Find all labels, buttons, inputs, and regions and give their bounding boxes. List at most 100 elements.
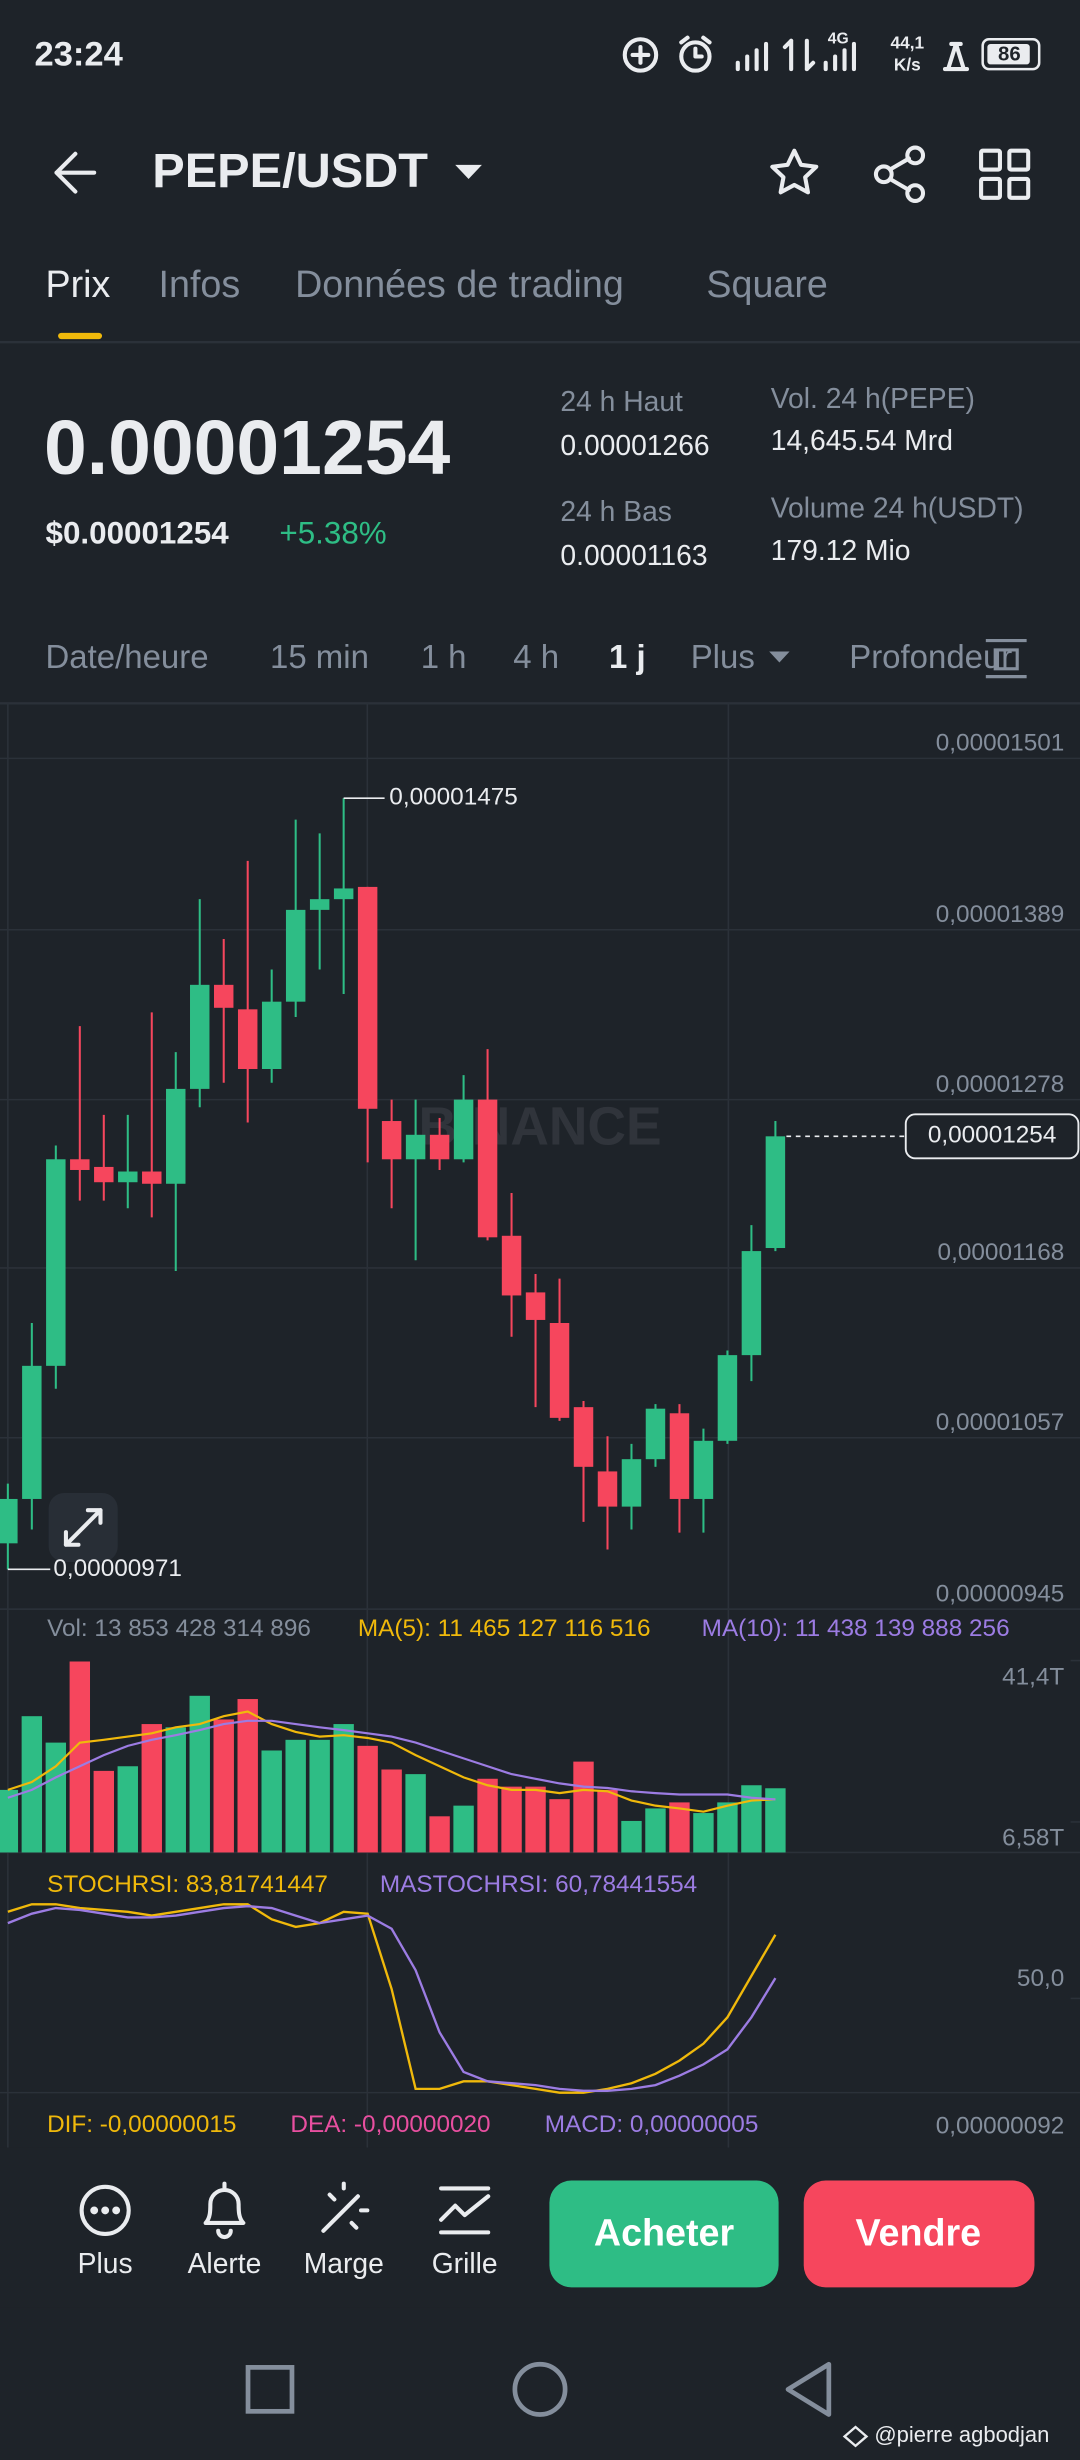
macd-legend: MACD: 0,00000005 [545, 2111, 759, 2138]
usd-price: $0.00001254 [46, 516, 230, 551]
status-icons [622, 35, 970, 73]
toolbar-label[interactable]: Grille [432, 2247, 498, 2279]
candle-body [381, 1121, 402, 1160]
indicator-line [7, 1903, 777, 2094]
volume-bar [453, 1805, 474, 1853]
y-tick-label: 41,4T [1002, 1663, 1064, 1690]
volume-bar [693, 1813, 714, 1853]
volume-bar [549, 1799, 570, 1853]
status-time: 23:24 [35, 36, 124, 74]
status-network: 4G [828, 30, 849, 47]
toolbar-label[interactable]: Plus [78, 2247, 133, 2279]
interval[interactable]: Profondeur [849, 638, 1012, 675]
sell-button[interactable] [803, 2180, 1035, 2288]
buy-label[interactable]: Acheter [594, 2211, 735, 2253]
battery-level [987, 43, 1030, 65]
tab[interactable]: Square [706, 263, 827, 305]
macd-axis-label: 0,00000092 [936, 2113, 1065, 2140]
volume-bar [405, 1774, 426, 1853]
legend-entry: MA(10): 11 438 139 888 256 [702, 1615, 1010, 1642]
nav-home[interactable] [512, 2361, 568, 2417]
buy-button[interactable] [549, 2180, 779, 2288]
interval[interactable]: Plus [691, 638, 755, 675]
interval-active[interactable]: 1 j [609, 638, 646, 675]
candle-body [669, 1413, 690, 1499]
interval[interactable]: Date/heure [46, 638, 209, 675]
volume-bar [21, 1716, 43, 1853]
volume-bar [741, 1785, 762, 1853]
price-change: +5.38% [279, 516, 386, 551]
pair-dropdown[interactable] [455, 164, 482, 179]
candle-body [621, 1459, 642, 1507]
toolbar-label[interactable]: Marge [304, 2247, 384, 2279]
volume-bar [117, 1766, 138, 1853]
interval[interactable]: 4 h [513, 638, 559, 675]
stat-label: Volume 24 h(USDT) [771, 492, 1024, 524]
y-tick-label: 6,58T [1002, 1825, 1064, 1852]
layout-button[interactable] [979, 148, 1031, 200]
volume-bar [213, 1719, 234, 1853]
back-button[interactable] [54, 151, 97, 194]
candle-body [190, 984, 210, 1089]
toolbar-icon[interactable] [203, 2181, 246, 2240]
interval-dropdown[interactable] [769, 651, 790, 663]
volume-bar [597, 1789, 618, 1853]
tab[interactable]: Données de trading [295, 263, 624, 305]
candle-body [357, 886, 378, 1109]
status-speed: 44,1 [891, 33, 925, 53]
tab-indicator [58, 332, 103, 340]
candle-body [429, 1134, 450, 1160]
candle-body [142, 1171, 162, 1184]
credit-icon [842, 2425, 869, 2448]
y-tick-label: 0,00001278 [936, 1071, 1065, 1098]
volume-bar [381, 1769, 402, 1853]
volume-bar [93, 1770, 114, 1853]
toolbar-icon[interactable] [79, 2184, 131, 2236]
stat-label: 24 h Haut [560, 385, 683, 417]
pair-title[interactable]: PEPE/USDT [152, 144, 428, 198]
battery-outline [981, 37, 1041, 71]
candle-body [0, 1498, 18, 1544]
volume-bar [141, 1724, 162, 1853]
min-label: 0,00000971 [53, 1555, 182, 1582]
volume-bar [765, 1788, 786, 1853]
nav-recent[interactable] [245, 2365, 295, 2414]
interval[interactable]: 1 h [421, 638, 467, 675]
sell-label[interactable]: Vendre [856, 2211, 982, 2253]
expand-button[interactable] [48, 1492, 118, 1563]
candle-body [717, 1355, 738, 1441]
volume-bar [717, 1802, 738, 1853]
nav-back[interactable] [785, 2361, 832, 2417]
toolbar-icon[interactable] [439, 2186, 491, 2235]
battery-text: 86 [998, 43, 1021, 65]
volume-bar [333, 1724, 354, 1853]
candle-body [645, 1408, 666, 1460]
ma-line [7, 1719, 776, 1801]
candle-body [285, 909, 306, 1002]
toolbar-icon[interactable] [321, 2181, 370, 2233]
candle-body [94, 1166, 114, 1183]
toolbar-label[interactable]: Alerte [188, 2247, 262, 2279]
candle-body [573, 1407, 594, 1467]
share-button[interactable] [873, 145, 926, 203]
favorite-button[interactable] [770, 148, 819, 195]
volume-bar [165, 1727, 186, 1853]
volume-bar [501, 1786, 522, 1853]
max-label: 0,00001475 [389, 784, 518, 811]
candle-body [405, 1134, 426, 1160]
chart-settings[interactable] [985, 638, 1027, 679]
candle-body [741, 1251, 762, 1356]
interval[interactable]: 15 min [270, 638, 369, 675]
tab[interactable]: Prix [46, 263, 111, 305]
volume-bar [669, 1802, 690, 1853]
stat-label: 24 h Bas [560, 495, 672, 527]
tab[interactable]: Infos [159, 263, 241, 305]
candle-body [118, 1171, 138, 1183]
candle-body [70, 1159, 90, 1170]
stat-value: 0.00001266 [560, 429, 709, 461]
indicator-line [7, 1904, 777, 2092]
volume-bar [645, 1808, 666, 1853]
